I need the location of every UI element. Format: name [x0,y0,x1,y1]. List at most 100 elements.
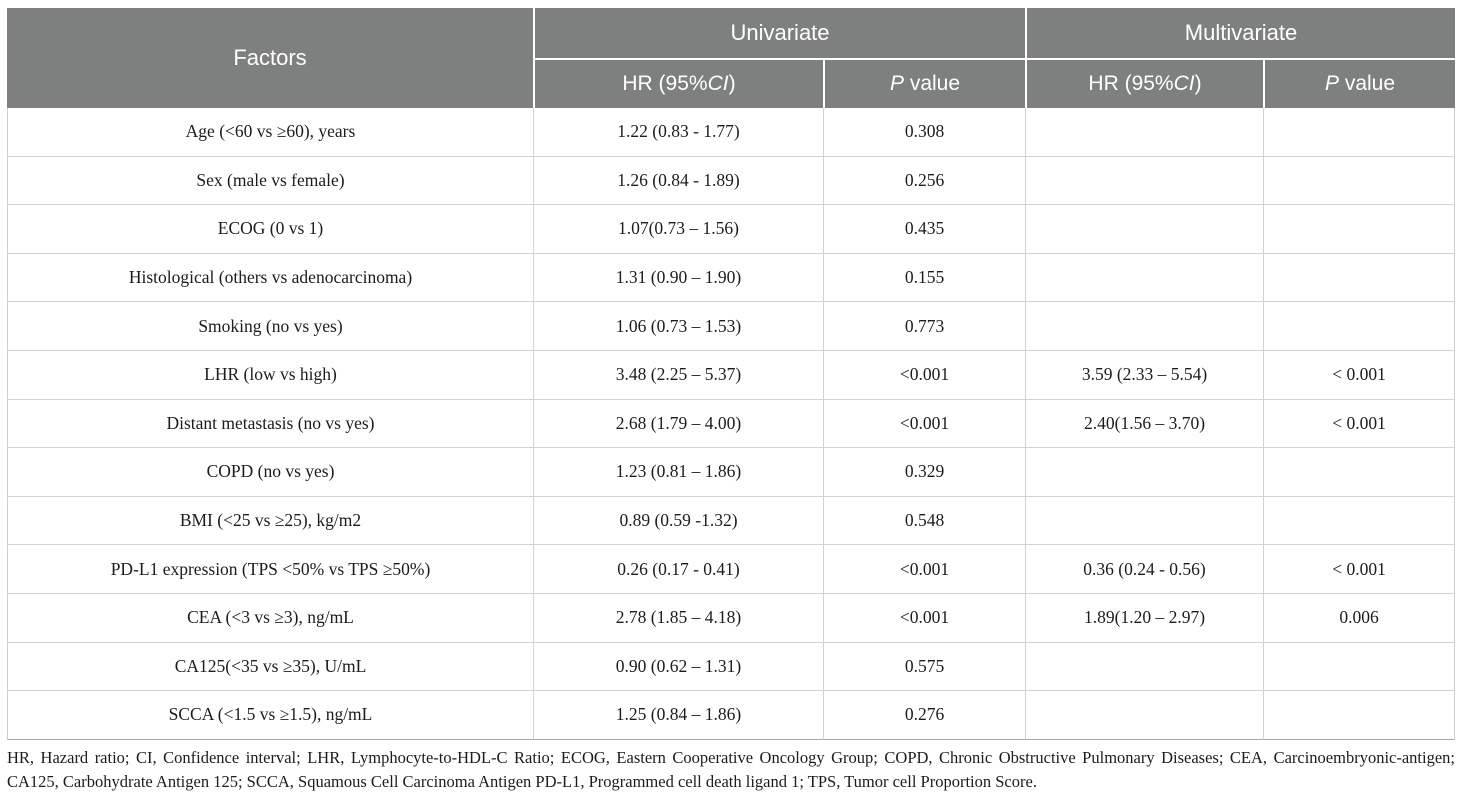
cell-multivariate-hr [1025,253,1264,303]
cell-univariate-p: 0.276 [823,691,1026,740]
cell-factor: COPD (no vs yes) [7,448,533,497]
cell-univariate-hr: 1.25 (0.84 – 1.86) [533,691,823,740]
table-row: PD-L1 expression (TPS <50% vs TPS ≥50%) 0… [7,545,1456,594]
cell-univariate-p: 0.256 [823,156,1026,206]
cell-univariate-p: 0.329 [823,448,1026,497]
cell-factor: PD-L1 expression (TPS <50% vs TPS ≥50%) [7,545,533,594]
cell-multivariate-hr [1025,448,1264,497]
cell-multivariate-p: < 0.001 [1263,399,1456,449]
table-row: BMI (<25 vs ≥25), kg/m2 0.89 (0.59 -1.32)… [7,496,1456,546]
hr-label-prefix: HR (95% [1088,72,1174,95]
header-sub-row: HR (95%CI) P value HR (95%CI) P value [7,58,1456,108]
cell-multivariate-p [1263,156,1456,206]
cell-multivariate-p [1263,642,1456,692]
table-row: CA125(<35 vs ≥35), U/mL 0.90 (0.62 – 1.31… [7,642,1456,692]
table-row: LHR (low vs high) 3.48 (2.25 – 5.37) <0.00… [7,350,1456,400]
cell-univariate-p: 0.575 [823,642,1026,692]
cell-univariate-hr: 0.89 (0.59 -1.32) [533,496,823,546]
cell-multivariate-p: < 0.001 [1263,350,1456,400]
cell-univariate-hr: 2.78 (1.85 – 4.18) [533,593,823,643]
cell-multivariate-hr [1025,108,1264,157]
cell-univariate-hr: 1.31 (0.90 – 1.90) [533,253,823,303]
table-row: SCCA (<1.5 vs ≥1.5), ng/mL 1.25 (0.84 – 1… [7,691,1456,740]
cell-univariate-hr: 1.07(0.73 – 1.56) [533,205,823,254]
table-body: Age (<60 vs ≥60), years 1.22 (0.83 - 1.77… [7,108,1456,740]
cell-univariate-p: 0.548 [823,496,1026,546]
header-univariate-hr: HR (95%CI) [533,58,823,108]
cell-multivariate-p [1263,302,1456,351]
cell-factor: Age (<60 vs ≥60), years [7,108,533,157]
hr-label-suffix: ) [728,72,736,95]
table-row: Age (<60 vs ≥60), years 1.22 (0.83 - 1.77… [7,108,1456,157]
cell-univariate-hr: 1.22 (0.83 - 1.77) [533,108,823,157]
cell-multivariate-p [1263,496,1456,546]
cell-factor: Histological (others vs adenocarcinoma) [7,253,533,303]
cell-multivariate-hr [1025,642,1264,692]
cell-univariate-p: 0.773 [823,302,1026,351]
hr-label-ci: CI [707,72,729,95]
cell-factor: SCCA (<1.5 vs ≥1.5), ng/mL [7,691,533,740]
cell-univariate-p: <0.001 [823,399,1026,449]
cell-univariate-p: 0.308 [823,108,1026,157]
header-multivariate-p: P value [1263,58,1456,108]
cell-factor: CA125(<35 vs ≥35), U/mL [7,642,533,692]
cell-multivariate-hr [1025,691,1264,740]
cell-multivariate-hr: 0.36 (0.24 - 0.56) [1025,545,1264,594]
cell-univariate-hr: 0.26 (0.17 - 0.41) [533,545,823,594]
cell-multivariate-p [1263,205,1456,254]
hr-label-suffix: ) [1194,72,1202,95]
cell-multivariate-hr: 3.59 (2.33 – 5.54) [1025,350,1264,400]
table-row: Smoking (no vs yes) 1.06 (0.73 – 1.53) 0.7… [7,302,1456,351]
header-univariate: Univariate [533,8,1026,58]
cell-univariate-hr: 1.06 (0.73 – 1.53) [533,302,823,351]
table-row: Sex (male vs female) 1.26 (0.84 - 1.89) 0.… [7,156,1456,206]
cell-univariate-hr: 2.68 (1.79 – 4.00) [533,399,823,449]
cell-univariate-p: 0.155 [823,253,1026,303]
cell-univariate-p: <0.001 [823,593,1026,643]
p-label-rest: value [903,72,961,95]
cell-univariate-hr: 1.23 (0.81 – 1.86) [533,448,823,497]
hr-label-ci: CI [1173,72,1195,95]
cell-multivariate-p [1263,108,1456,157]
table-row: COPD (no vs yes) 1.23 (0.81 – 1.86) 0.329 [7,448,1456,497]
cell-multivariate-p: < 0.001 [1263,545,1456,594]
header-banner-row: Factors Univariate Multivariate [7,8,1456,108]
cell-univariate-p: <0.001 [823,350,1026,400]
cell-multivariate-hr: 2.40(1.56 – 3.70) [1025,399,1264,449]
cell-multivariate-p [1263,253,1456,303]
cell-factor: ECOG (0 vs 1) [7,205,533,254]
cell-factor: Sex (male vs female) [7,156,533,206]
cell-multivariate-hr [1025,496,1264,546]
cell-multivariate-hr [1025,156,1264,206]
cell-factor: BMI (<25 vs ≥25), kg/m2 [7,496,533,546]
cell-multivariate-hr [1025,205,1264,254]
cell-factor: Distant metastasis (no vs yes) [7,399,533,449]
cell-factor: CEA (<3 vs ≥3), ng/mL [7,593,533,643]
cell-univariate-p: 0.435 [823,205,1026,254]
cell-multivariate-hr: 1.89(1.20 – 2.97) [1025,593,1264,643]
hr-label-prefix: HR (95% [622,72,708,95]
cell-univariate-p: <0.001 [823,545,1026,594]
cell-factor: Smoking (no vs yes) [7,302,533,351]
p-label-rest: value [1339,72,1396,95]
table-row: ECOG (0 vs 1) 1.07(0.73 – 1.56) 0.435 [7,205,1456,254]
p-label-italic: P [889,72,904,95]
p-label-italic: P [1324,72,1339,95]
table-header: Factors Univariate Multivariate HR (95%C… [7,8,1456,108]
cox-regression-table: Factors Univariate Multivariate HR (95%C… [7,8,1456,740]
cell-multivariate-p [1263,448,1456,497]
table-footnote: HR, Hazard ratio; CI, Confidence interva… [7,747,1455,792]
cell-univariate-hr: 0.90 (0.62 – 1.31) [533,642,823,692]
cell-univariate-hr: 1.26 (0.84 - 1.89) [533,156,823,206]
header-univariate-p: P value [823,58,1026,108]
cell-factor: LHR (low vs high) [7,350,533,400]
header-multivariate-hr: HR (95%CI) [1025,58,1264,108]
header-factors: Factors [7,8,533,108]
cell-univariate-hr: 3.48 (2.25 – 5.37) [533,350,823,400]
header-multivariate: Multivariate [1025,8,1456,58]
cell-multivariate-hr [1025,302,1264,351]
cell-multivariate-p: 0.006 [1263,593,1456,643]
table-row: Histological (others vs adenocarcinoma) 1… [7,253,1456,303]
table-row: Distant metastasis (no vs yes) 2.68 (1.79… [7,399,1456,449]
